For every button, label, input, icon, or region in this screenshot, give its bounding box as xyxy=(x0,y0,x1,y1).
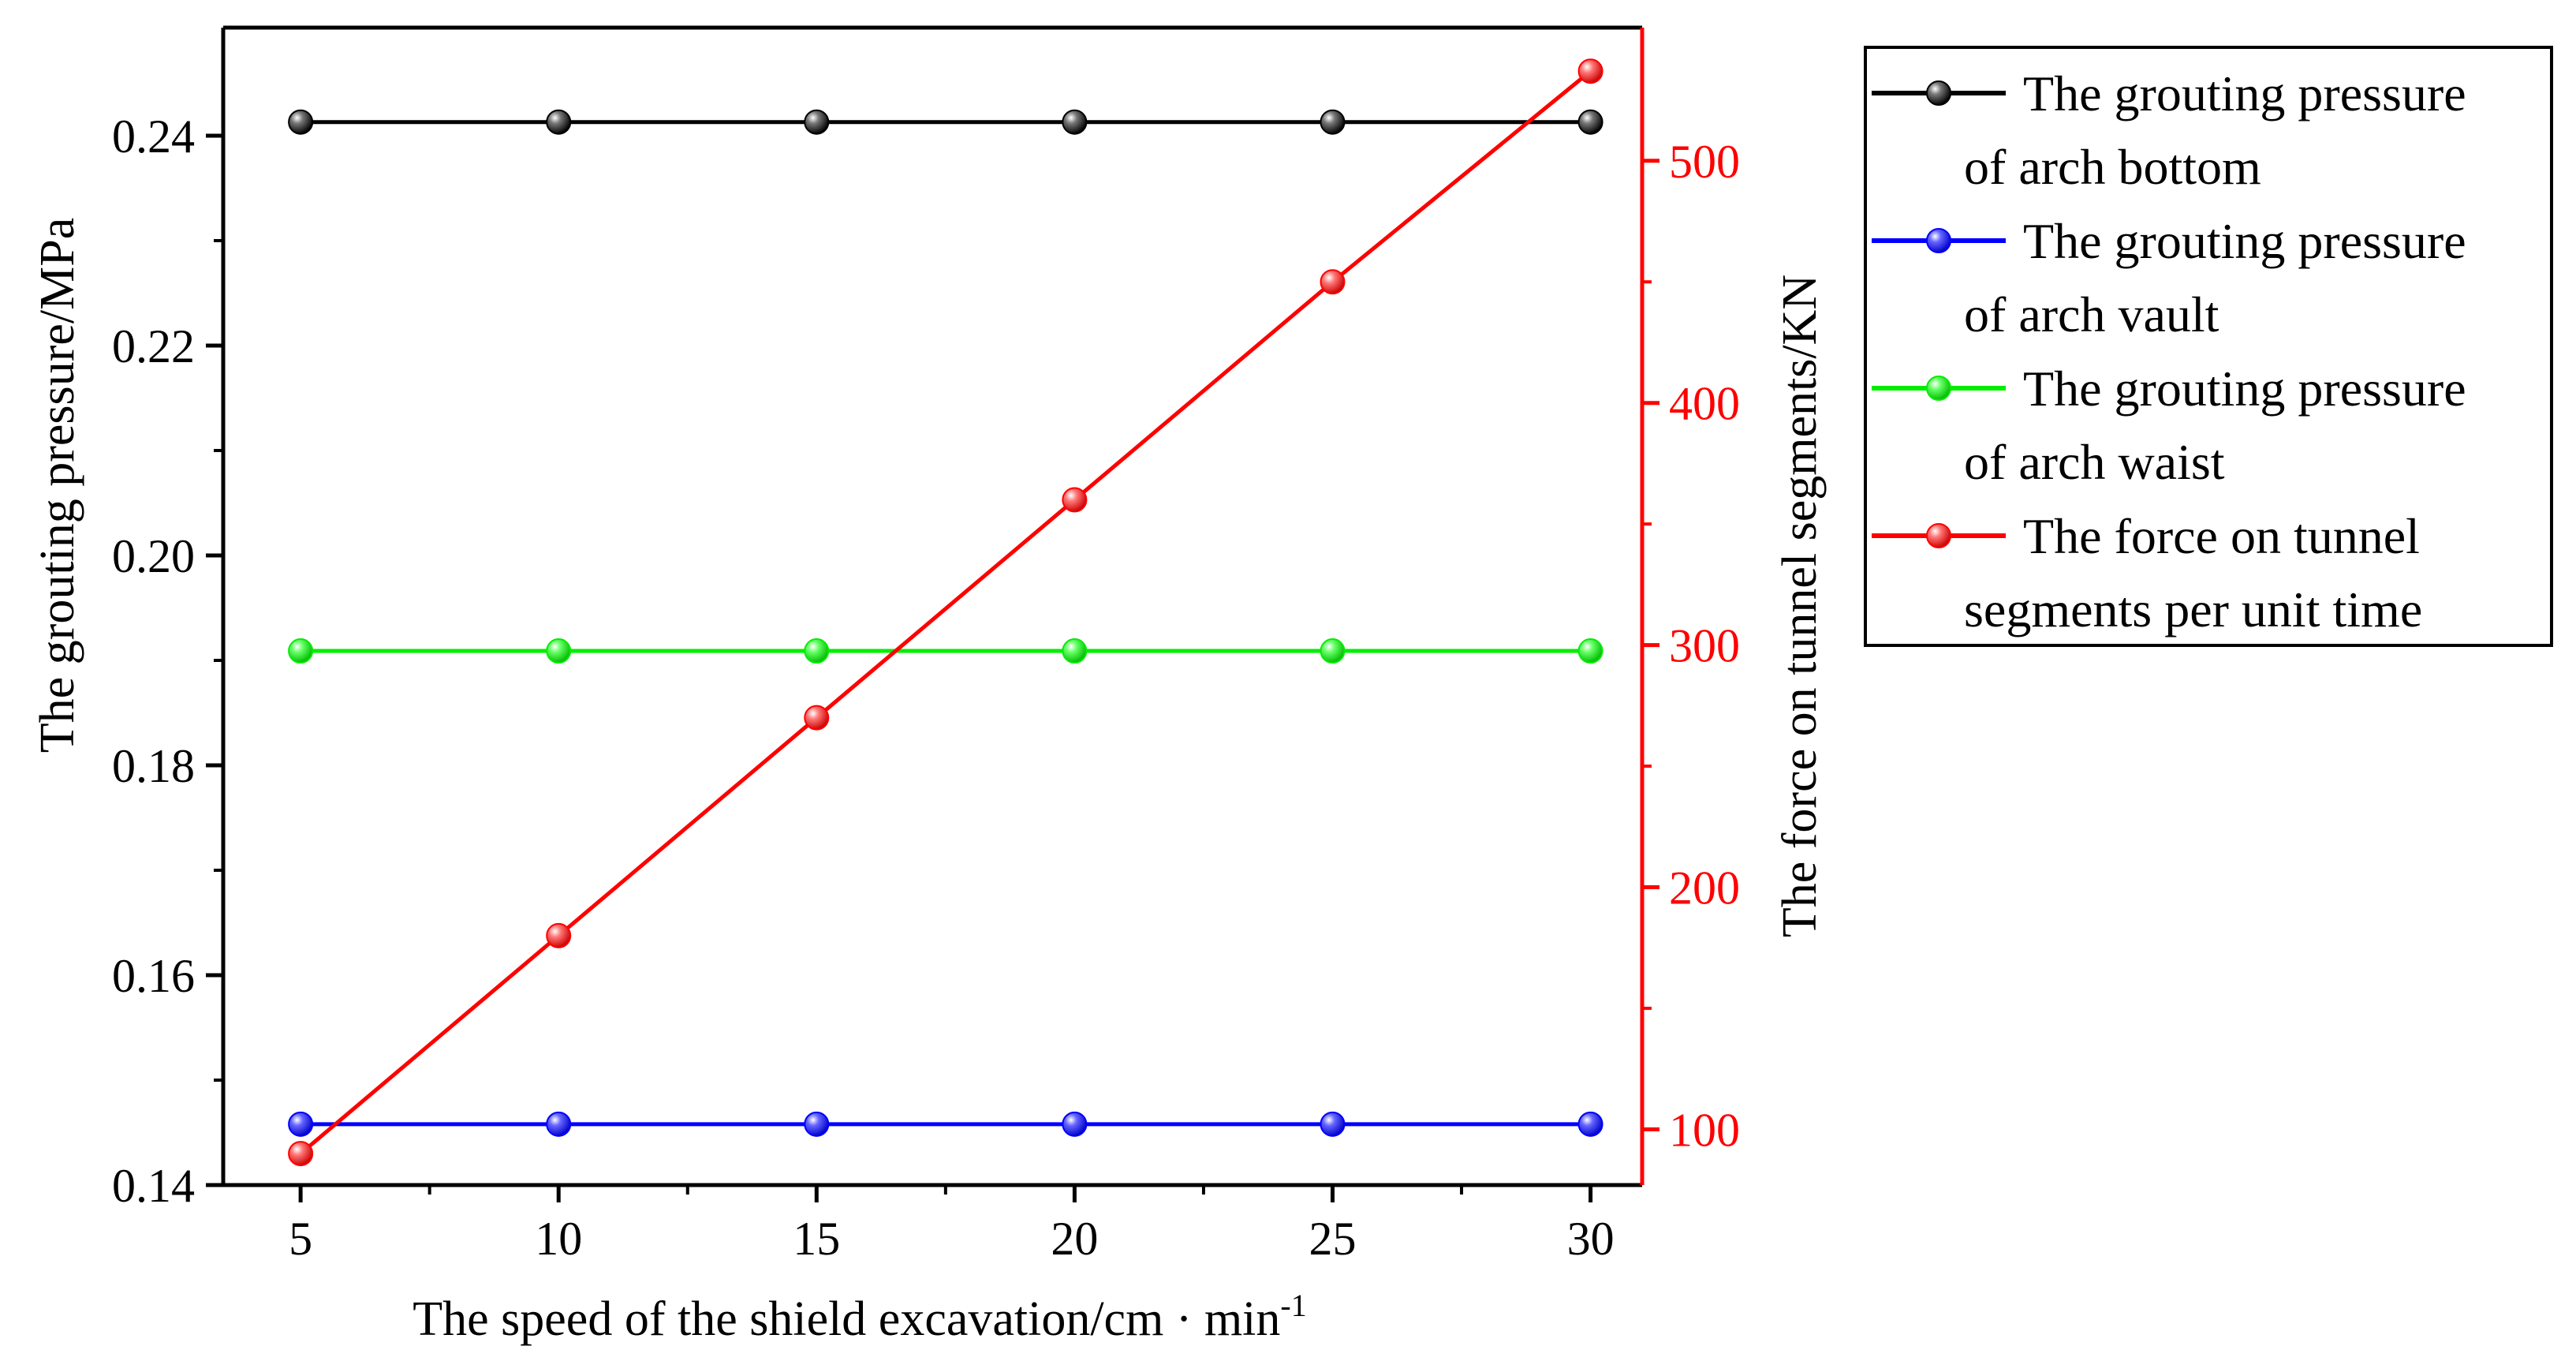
right-y-tick-label: 100 xyxy=(1669,1104,1740,1156)
right-y-tick-label: 200 xyxy=(1669,862,1740,914)
x-tick-label: 25 xyxy=(1309,1213,1356,1265)
legend: The grouting pressure of arch bottom The g… xyxy=(1864,46,2553,647)
series-3-point xyxy=(1320,638,1346,664)
series-2-point xyxy=(1577,1111,1603,1137)
series-1-point xyxy=(1320,109,1346,135)
series-4-point xyxy=(1320,269,1346,295)
x-tick-label: 30 xyxy=(1567,1213,1615,1265)
series-2-point xyxy=(546,1111,572,1137)
x-tick-label: 15 xyxy=(793,1213,840,1265)
series-1-point xyxy=(1062,109,1088,135)
legend-label-line2: of arch vault xyxy=(1964,286,2219,342)
x-tick-label: 5 xyxy=(289,1213,312,1265)
series-4-point xyxy=(546,922,572,948)
right-y-axis-title: The force on tunnel segments/KN xyxy=(1773,275,1827,937)
legend-box xyxy=(1864,46,2553,647)
legend-label-line2: of arch bottom xyxy=(1964,139,2261,195)
x-axis-title-superscript: -1 xyxy=(1280,1288,1306,1323)
right-y-axis-ticks: 100 200 300 400 500 xyxy=(1642,136,1740,1156)
series-2-point xyxy=(288,1111,314,1137)
legend-items: The grouting pressure of arch bottom The g… xyxy=(1872,65,2466,638)
series-2-point xyxy=(1320,1111,1346,1137)
series-line-4 xyxy=(299,69,1592,1156)
left-y-tick-label: 0.16 xyxy=(112,950,195,1002)
series-3-point xyxy=(1062,638,1088,664)
legend-label-line1: The grouting pressure xyxy=(2023,65,2466,122)
series-3-point xyxy=(546,638,572,664)
series-3-point xyxy=(804,638,830,664)
x-tick-label: 10 xyxy=(535,1213,582,1265)
right-y-tick-label: 400 xyxy=(1669,378,1740,430)
series-3-point xyxy=(1577,638,1603,664)
legend-marker-1 xyxy=(1926,80,1951,106)
left-y-axis-ticks: 0.14 0.16 0.18 0.20 0.22 0.24 xyxy=(112,110,223,1212)
right-y-tick-label: 500 xyxy=(1669,136,1740,188)
series-1-point xyxy=(546,109,572,135)
legend-marker-2 xyxy=(1926,228,1951,253)
series-4-point xyxy=(1062,487,1088,513)
legend-marker-4 xyxy=(1926,523,1951,548)
series-2-point xyxy=(1062,1111,1088,1137)
series-2-point xyxy=(804,1111,830,1137)
right-y-tick-label: 300 xyxy=(1669,620,1740,672)
x-axis-title: The speed of the shield excavation/cm · … xyxy=(413,1288,1306,1346)
left-y-axis-title: The grouting pressure/MPa xyxy=(31,218,84,753)
left-y-tick-label: 0.14 xyxy=(112,1160,195,1212)
x-axis-title-text: The speed of the shield excavation/cm · … xyxy=(413,1292,1280,1346)
left-y-tick-label: 0.20 xyxy=(112,530,195,582)
left-y-tick-label: 0.22 xyxy=(112,320,195,372)
series-layer xyxy=(288,58,1603,1167)
series-1-point xyxy=(1577,109,1603,135)
series-4-point xyxy=(804,705,830,731)
series-4-point xyxy=(1577,58,1603,84)
legend-label-line2: segments per unit time xyxy=(1964,581,2422,638)
series-1-point xyxy=(804,109,830,135)
x-axis-ticks: 5 10 15 20 25 30 xyxy=(289,1185,1615,1265)
legend-label-line1: The grouting pressure xyxy=(2023,361,2466,417)
legend-marker-3 xyxy=(1926,376,1951,401)
legend-label-line2: of arch waist xyxy=(1964,434,2225,490)
series-3-point xyxy=(288,638,314,664)
legend-label-line1: The grouting pressure xyxy=(2023,213,2466,269)
legend-label-line1: The force on tunnel xyxy=(2023,508,2420,564)
series-1-point xyxy=(288,109,314,135)
left-y-tick-label: 0.18 xyxy=(112,740,195,792)
series-4-point xyxy=(288,1141,314,1167)
x-tick-label: 20 xyxy=(1051,1213,1098,1265)
left-y-tick-label: 0.24 xyxy=(112,110,195,163)
